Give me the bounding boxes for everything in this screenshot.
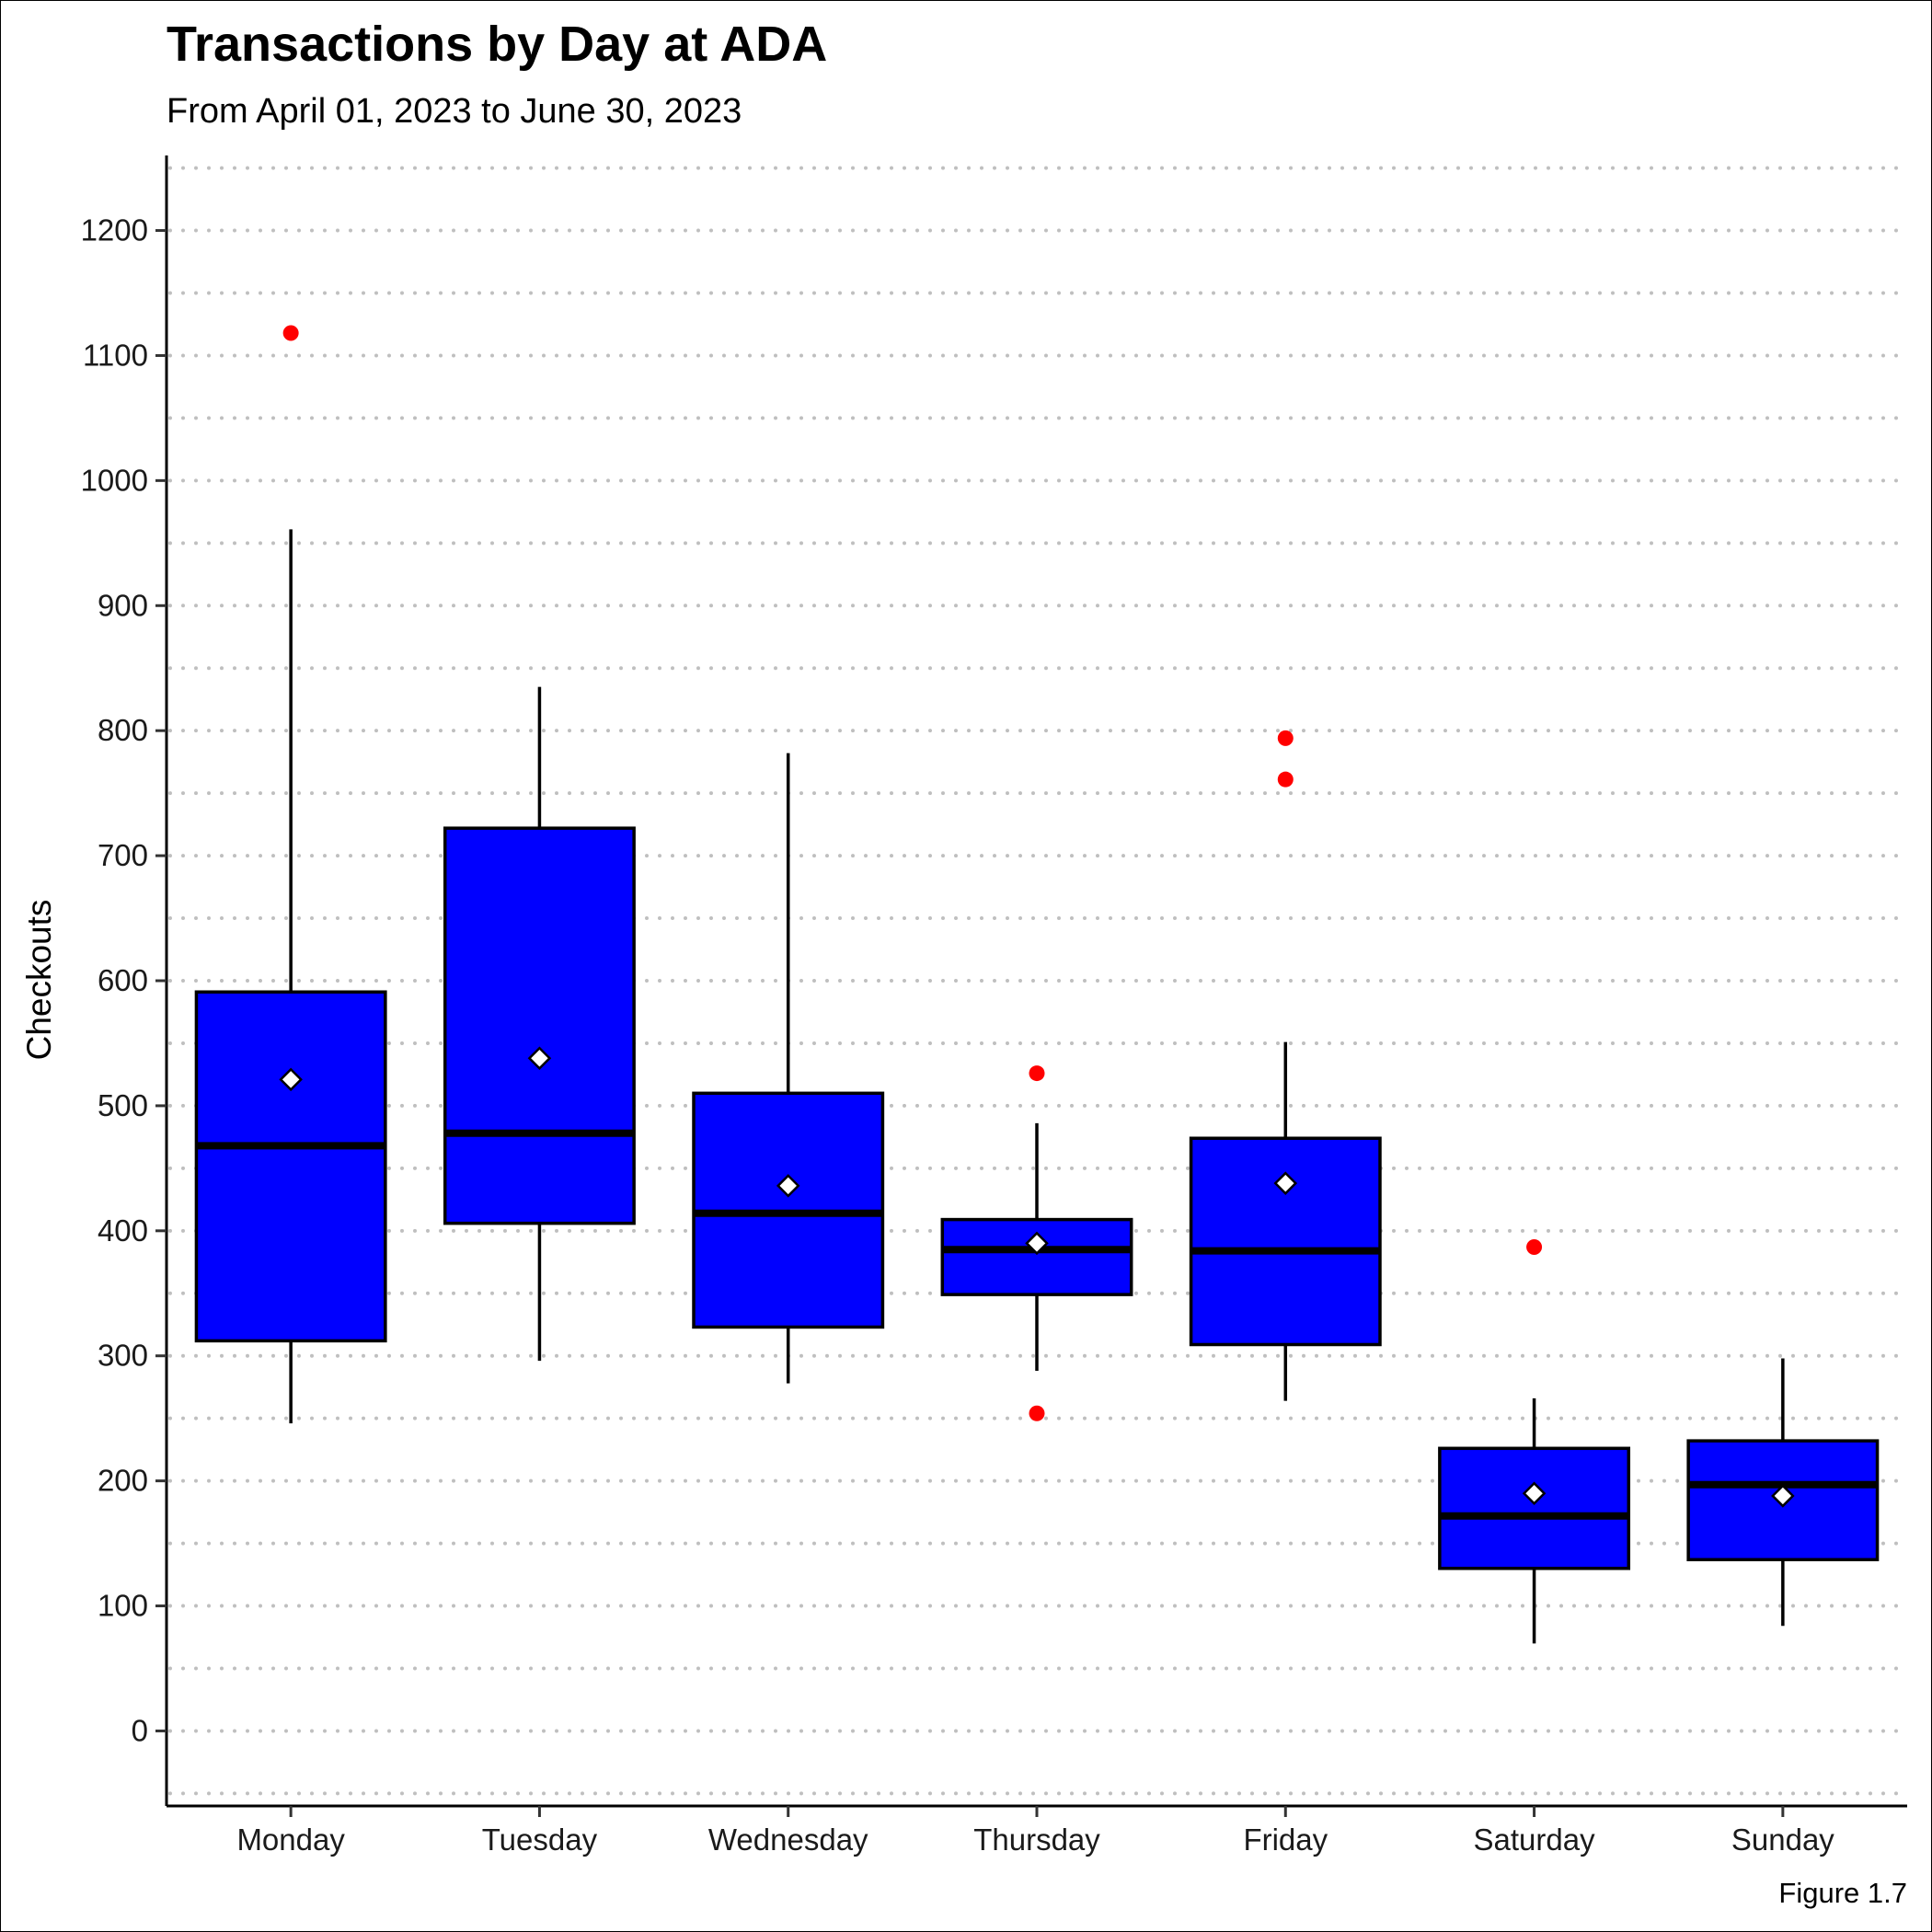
x-tick-label: Sunday bbox=[1731, 1823, 1834, 1857]
box-layer bbox=[194, 325, 1880, 1644]
chart-title: Transactions by Day at ADA bbox=[167, 17, 827, 72]
mean-marker bbox=[1273, 1171, 1298, 1195]
y-tick-label: 600 bbox=[98, 963, 148, 997]
outlier-point bbox=[1526, 1238, 1543, 1255]
box-group bbox=[1438, 1238, 1631, 1644]
box-iqr bbox=[1438, 1446, 1631, 1570]
outlier-point bbox=[1277, 730, 1294, 746]
box-group bbox=[1189, 730, 1382, 1401]
box-iqr bbox=[443, 826, 636, 1225]
y-tick-label: 1000 bbox=[81, 463, 148, 497]
y-tick-label: 1100 bbox=[83, 338, 148, 372]
outlier-point bbox=[1277, 771, 1294, 788]
mean-marker bbox=[1025, 1231, 1049, 1256]
mean-marker bbox=[776, 1174, 800, 1198]
x-tick-label: Friday bbox=[1243, 1823, 1328, 1857]
chart-subtitle: From April 01, 2023 to June 30, 2023 bbox=[167, 92, 742, 131]
y-tick-label: 700 bbox=[98, 838, 148, 872]
axis-layer: 0 100 200 300 400 500 600 700 800 900 1000 1100 1200… bbox=[81, 155, 1907, 1857]
box-iqr bbox=[194, 990, 387, 1343]
mean-marker bbox=[1771, 1484, 1795, 1508]
outlier-point bbox=[1029, 1065, 1045, 1082]
y-tick-label: 1200 bbox=[81, 213, 148, 247]
x-tick-label: Tuesday bbox=[482, 1823, 598, 1857]
y-tick-label: 800 bbox=[98, 713, 148, 747]
box-iqr bbox=[940, 1217, 1133, 1296]
box-iqr bbox=[1189, 1136, 1382, 1347]
box-group bbox=[1686, 1358, 1880, 1627]
y-axis-title: Checkouts bbox=[20, 900, 58, 1061]
box-group bbox=[692, 753, 885, 1384]
y-tick-label: 0 bbox=[132, 1713, 148, 1747]
x-tick-label: Wednesday bbox=[708, 1823, 868, 1857]
outlier-point bbox=[282, 325, 299, 341]
mean-marker bbox=[279, 1067, 303, 1092]
box-group bbox=[194, 325, 387, 1424]
y-tick-label: 100 bbox=[98, 1589, 148, 1623]
chart-caption: Figure 1.7 bbox=[1778, 1877, 1907, 1909]
x-tick-label: Saturday bbox=[1474, 1823, 1596, 1857]
y-tick-label: 400 bbox=[98, 1213, 148, 1248]
y-tick-label: 300 bbox=[98, 1339, 148, 1373]
box-group bbox=[443, 686, 636, 1362]
grid-layer bbox=[168, 166, 1909, 1796]
box-group bbox=[940, 1065, 1133, 1421]
x-tick-label: Monday bbox=[236, 1823, 345, 1857]
y-tick-label: 500 bbox=[98, 1088, 148, 1122]
y-tick-label: 200 bbox=[98, 1464, 148, 1498]
x-tick-label: Thursday bbox=[973, 1823, 1100, 1857]
outlier-point bbox=[1029, 1405, 1045, 1421]
mean-marker bbox=[527, 1046, 552, 1071]
mean-marker bbox=[1522, 1481, 1547, 1505]
y-tick-label: 900 bbox=[98, 588, 148, 622]
